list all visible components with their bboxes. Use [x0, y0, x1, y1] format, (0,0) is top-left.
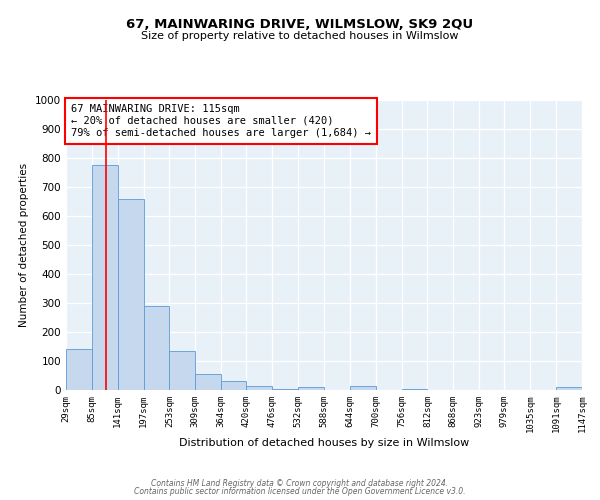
Text: Contains HM Land Registry data © Crown copyright and database right 2024.: Contains HM Land Registry data © Crown c… — [151, 478, 449, 488]
Bar — [221, 382, 247, 390]
X-axis label: Distribution of detached houses by size in Wilmslow: Distribution of detached houses by size … — [179, 438, 469, 448]
Text: 67, MAINWARING DRIVE, WILMSLOW, SK9 2QU: 67, MAINWARING DRIVE, WILMSLOW, SK9 2QU — [127, 18, 473, 30]
Text: Size of property relative to detached houses in Wilmslow: Size of property relative to detached ho… — [141, 31, 459, 41]
Bar — [195, 374, 221, 390]
Y-axis label: Number of detached properties: Number of detached properties — [19, 163, 29, 327]
Bar — [169, 351, 195, 390]
Bar — [401, 388, 427, 390]
Text: Contains public sector information licensed under the Open Government Licence v3: Contains public sector information licen… — [134, 487, 466, 496]
Bar — [66, 350, 92, 390]
Bar — [92, 166, 118, 390]
Bar — [298, 387, 324, 390]
Bar — [247, 386, 272, 390]
Text: 67 MAINWARING DRIVE: 115sqm
← 20% of detached houses are smaller (420)
79% of se: 67 MAINWARING DRIVE: 115sqm ← 20% of det… — [71, 104, 371, 138]
Bar — [143, 306, 169, 390]
Bar — [350, 386, 376, 390]
Bar — [556, 387, 582, 390]
Bar — [118, 198, 143, 390]
Bar — [272, 388, 298, 390]
